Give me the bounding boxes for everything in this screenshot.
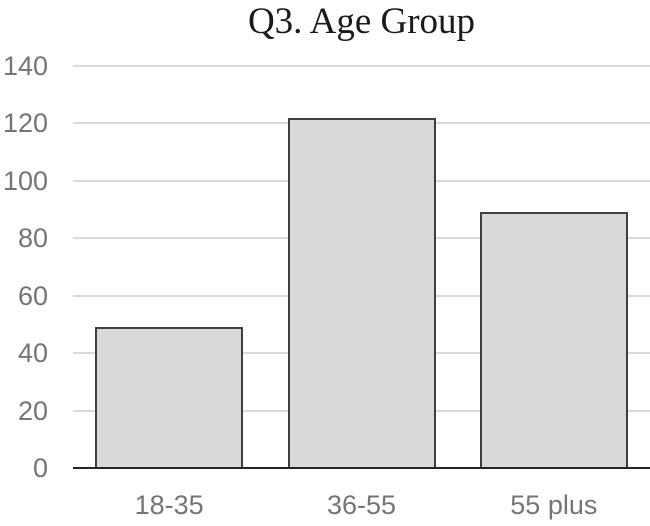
y-tick-label-40: 40 [17, 338, 48, 369]
y-tick-label-140: 140 [2, 51, 48, 81]
bar-36-55 [287, 117, 436, 468]
x-axis-line [73, 466, 650, 469]
x-tick-label-36-55: 36-55 [326, 490, 397, 520]
y-tick-label-60: 60 [17, 280, 48, 311]
y-tick-label-120: 120 [2, 108, 48, 139]
y-tick-label-20: 20 [17, 395, 48, 426]
gridline-y-140 [73, 65, 650, 67]
y-tick-label-100: 100 [2, 165, 48, 196]
x-tick-label-18-35: 18-35 [134, 490, 204, 520]
chart-title: Q3. Age Group [247, 1, 476, 42]
bar-55 plus [479, 212, 628, 468]
x-tick-label-55 plus: 55 plus [510, 490, 598, 520]
plot-area [73, 65, 650, 469]
y-tick-label-80: 80 [17, 223, 48, 254]
y-tick-label-0: 0 [32, 453, 48, 483]
bar-18-35 [95, 327, 244, 468]
